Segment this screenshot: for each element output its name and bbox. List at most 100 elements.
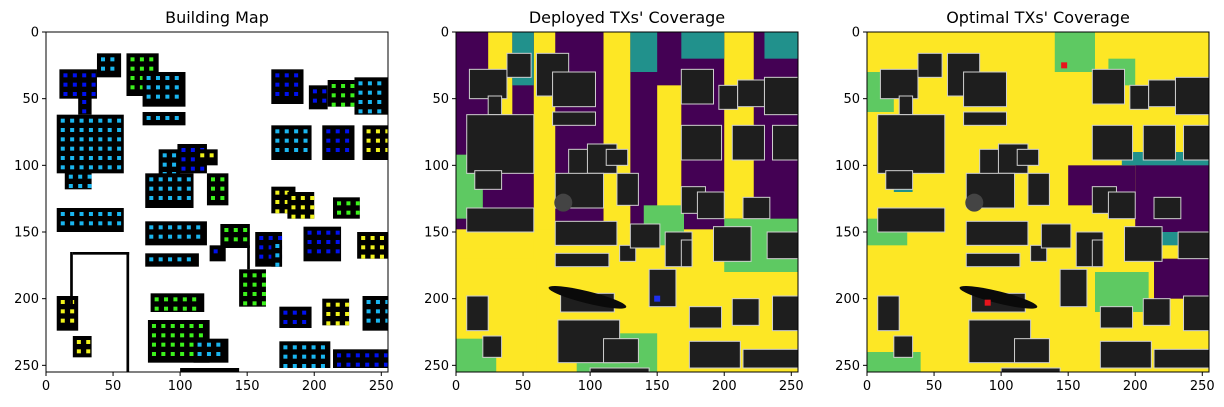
building-marker: [117, 137, 122, 142]
building-marker: [379, 245, 384, 250]
building-marker: [366, 318, 371, 323]
building-marker: [300, 205, 305, 210]
building-marker: [174, 94, 179, 99]
building-marker: [326, 230, 331, 235]
building-marker: [91, 82, 96, 87]
building-marker: [168, 257, 173, 262]
building: [965, 220, 1029, 246]
building-marker: [259, 245, 264, 250]
building-marker: [322, 89, 327, 94]
building-marker: [79, 212, 84, 216]
building-marker: [366, 138, 371, 143]
building-marker: [155, 94, 160, 99]
building-marker: [110, 66, 115, 71]
building-marker: [196, 225, 201, 230]
building: [196, 149, 218, 166]
building-marker: [243, 237, 248, 242]
building-marker: [283, 364, 288, 368]
building-marker: [198, 333, 203, 338]
building-marker: [170, 324, 175, 328]
building-marker: [303, 148, 308, 152]
building: [680, 124, 723, 161]
building-marker: [275, 92, 280, 96]
building: [466, 207, 535, 233]
building-marker: [174, 76, 179, 80]
building-marker: [346, 201, 351, 206]
building-marker: [307, 240, 312, 244]
building-marker: [346, 362, 351, 367]
building-marker: [161, 333, 166, 338]
building-marker: [60, 156, 65, 160]
building-marker: [162, 153, 167, 158]
building-marker: [220, 177, 225, 182]
building-marker: [146, 85, 151, 90]
coverage-none: [1154, 258, 1209, 299]
building: [713, 226, 752, 262]
building-marker: [220, 186, 225, 191]
y-tick-label: 100: [424, 159, 449, 174]
building-marker: [326, 129, 331, 134]
deployed-coverage-title: Deployed TXs' Coverage: [529, 8, 725, 27]
building-marker: [275, 138, 280, 143]
building-marker: [88, 118, 93, 123]
building: [554, 252, 610, 268]
building: [1148, 79, 1176, 108]
building-marker: [365, 362, 370, 367]
y-tick-label: 150: [835, 226, 860, 241]
building-marker: [220, 196, 225, 200]
building-marker: [292, 364, 297, 368]
building-marker: [385, 300, 388, 304]
building-marker: [70, 165, 75, 170]
building-marker: [292, 310, 297, 315]
building-marker: [70, 128, 75, 132]
building: [879, 68, 919, 100]
y-tick-label: 250: [424, 359, 449, 374]
building: [1129, 84, 1150, 110]
building-marker: [375, 138, 380, 143]
building-marker: [302, 320, 307, 324]
building: [1153, 348, 1209, 369]
building-marker: [307, 230, 312, 235]
y-tick-label: 50: [22, 92, 39, 107]
building-marker: [173, 297, 178, 302]
building-marker: [259, 236, 264, 240]
optimal-coverage-title: Optimal TXs' Coverage: [946, 8, 1130, 27]
coverage-none: [1135, 160, 1209, 232]
building-marker: [224, 228, 229, 232]
building: [56, 296, 79, 331]
building-marker: [190, 157, 195, 162]
building-marker: [98, 118, 103, 123]
building-marker: [370, 236, 375, 240]
building-marker: [151, 342, 156, 347]
building-marker: [291, 196, 296, 200]
building-marker: [98, 212, 103, 216]
coverage-mid: [1054, 32, 1095, 72]
y-tick-label: 50: [843, 92, 860, 107]
building-marker: [385, 318, 388, 323]
building-marker: [162, 162, 167, 167]
x-tick-label: 100: [578, 379, 603, 394]
building: [963, 111, 1007, 126]
wall-segment: [70, 252, 73, 306]
building-marker: [154, 297, 159, 302]
building-marker: [206, 342, 211, 347]
building-marker: [197, 352, 202, 356]
building-marker: [98, 165, 103, 170]
building-marker: [177, 196, 182, 200]
building-marker: [70, 137, 75, 142]
transmitter-marker: [984, 299, 991, 306]
building-marker: [243, 292, 248, 296]
building-marker: [367, 100, 372, 104]
building: [56, 114, 124, 174]
building-marker: [370, 254, 375, 259]
building-marker: [310, 205, 315, 210]
building-marker: [275, 262, 280, 267]
building-marker: [284, 148, 289, 152]
building-marker: [155, 76, 160, 80]
building-marker: [91, 73, 96, 78]
building-marker: [161, 352, 166, 356]
building-marker: [68, 184, 73, 188]
building-marker: [284, 73, 289, 78]
building-marker: [379, 254, 384, 259]
building-marker: [224, 237, 229, 242]
